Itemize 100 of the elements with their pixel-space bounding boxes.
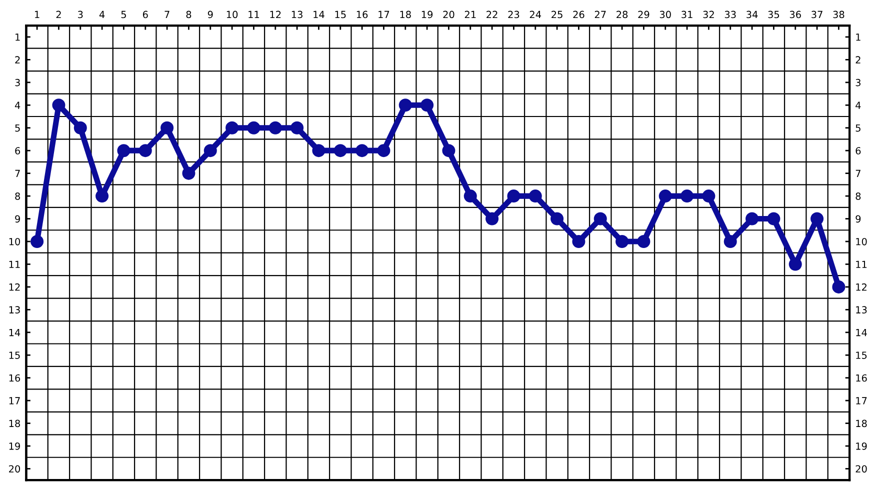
y2-tick-label: 1 — [856, 34, 860, 41]
y-tick-label: 3 — [15, 78, 20, 86]
point — [268, 121, 282, 134]
x-tick-label: 7 — [164, 10, 170, 18]
x-tick-label: 9 — [208, 10, 213, 18]
x-tick-label: 11 — [248, 10, 259, 18]
y-tick-label: 11 — [9, 260, 20, 268]
x-tick-label: 35 — [768, 10, 780, 18]
y-tick-label: 2 — [15, 56, 20, 64]
point — [616, 234, 629, 248]
x-tick-label: 31 — [682, 10, 692, 18]
x-tick-label: 36 — [790, 10, 801, 18]
y-tick-label: 8 — [15, 192, 20, 200]
x-tick-label: 10 — [226, 10, 238, 18]
point — [290, 121, 304, 134]
x-tick-label: 29 — [638, 10, 650, 18]
y2-tick-label: 12 — [856, 283, 866, 291]
point — [658, 190, 672, 203]
y-tick-label: 19 — [9, 442, 20, 450]
y2-tick-label: 19 — [856, 442, 867, 450]
point — [96, 190, 109, 203]
x-tick-label: 19 — [422, 10, 433, 18]
x-tick-label: 32 — [703, 10, 714, 18]
x-tick-label: 13 — [292, 10, 302, 18]
point — [680, 190, 694, 203]
point — [334, 144, 347, 158]
x-tick-label: 4 — [99, 10, 105, 18]
y-tick-label: 17 — [9, 397, 20, 404]
point — [572, 234, 586, 248]
y-tick-label: 4 — [14, 102, 20, 109]
x-tick-label: 8 — [186, 10, 192, 18]
x-tick-label: 22 — [486, 10, 498, 18]
x-tick-label: 27 — [594, 10, 606, 18]
y-tick-label: 12 — [9, 283, 20, 291]
point — [247, 121, 260, 134]
x-tick-label: 17 — [378, 10, 390, 18]
x-tick-label: 15 — [335, 10, 346, 18]
y-tick-label: 6 — [15, 147, 20, 154]
x-tick-label: 18 — [400, 10, 411, 18]
point — [420, 98, 434, 112]
point — [442, 144, 456, 158]
point — [594, 212, 607, 226]
y2-tick-label: 13 — [856, 306, 867, 314]
y2-tick-label: 8 — [856, 192, 861, 200]
y2-tick-label: 4 — [856, 102, 861, 109]
point — [637, 234, 650, 248]
x-tick-label: 1 — [35, 10, 40, 18]
y2-tick-label: 20 — [856, 465, 867, 473]
y2-tick-label: 2 — [856, 56, 860, 64]
x-tick-label: 6 — [142, 10, 148, 18]
x-tick-label: 20 — [443, 10, 454, 18]
x-tick-label: 12 — [270, 10, 281, 18]
y2-tick-label: 7 — [856, 170, 860, 178]
point — [30, 234, 44, 248]
y2-tick-label: 18 — [856, 420, 867, 428]
point — [464, 190, 477, 203]
x-tick-label: 37 — [812, 10, 822, 18]
y2-tick-label: 16 — [856, 374, 867, 382]
point — [160, 121, 174, 134]
point — [138, 144, 152, 158]
point — [810, 212, 824, 226]
y-tick-label: 16 — [9, 374, 20, 382]
point — [702, 190, 716, 203]
x-tick-label: 3 — [78, 10, 83, 18]
point — [398, 98, 412, 112]
y2-tick-label: 17 — [856, 397, 867, 404]
y-tick-label: 9 — [15, 215, 20, 223]
point — [724, 234, 737, 248]
point — [182, 166, 196, 180]
y-tick-label: 18 — [9, 420, 20, 428]
x-tick-label: 28 — [616, 10, 628, 18]
x-tick-label: 5 — [121, 10, 126, 18]
x-tick-label: 23 — [508, 10, 520, 18]
y2-tick-label: 6 — [856, 147, 861, 154]
y2-tick-label: 14 — [856, 328, 867, 336]
point — [204, 144, 217, 158]
y-tick-label: 10 — [9, 238, 20, 246]
x-tick-label: 30 — [660, 10, 671, 18]
x-tick-label: 24 — [530, 10, 542, 18]
point — [767, 212, 780, 226]
y2-tick-label: 3 — [856, 78, 860, 86]
point — [117, 144, 130, 158]
point — [74, 121, 87, 134]
point — [486, 212, 499, 226]
y2-tick-label: 10 — [856, 238, 867, 246]
x-tick-label: 33 — [724, 10, 736, 18]
x-tick-label: 34 — [746, 10, 758, 18]
point — [226, 121, 239, 134]
point — [356, 144, 369, 158]
point — [507, 190, 520, 203]
point — [312, 144, 326, 158]
y2-tick-label: 9 — [856, 215, 861, 223]
x-tick-label: 26 — [573, 10, 584, 18]
y-tick-label: 15 — [9, 352, 20, 359]
y-tick-label: 20 — [9, 465, 20, 473]
point — [832, 280, 846, 294]
y-tick-label: 14 — [9, 328, 20, 336]
point — [528, 190, 542, 203]
x-tick-label: 25 — [552, 10, 562, 18]
point — [746, 212, 759, 226]
